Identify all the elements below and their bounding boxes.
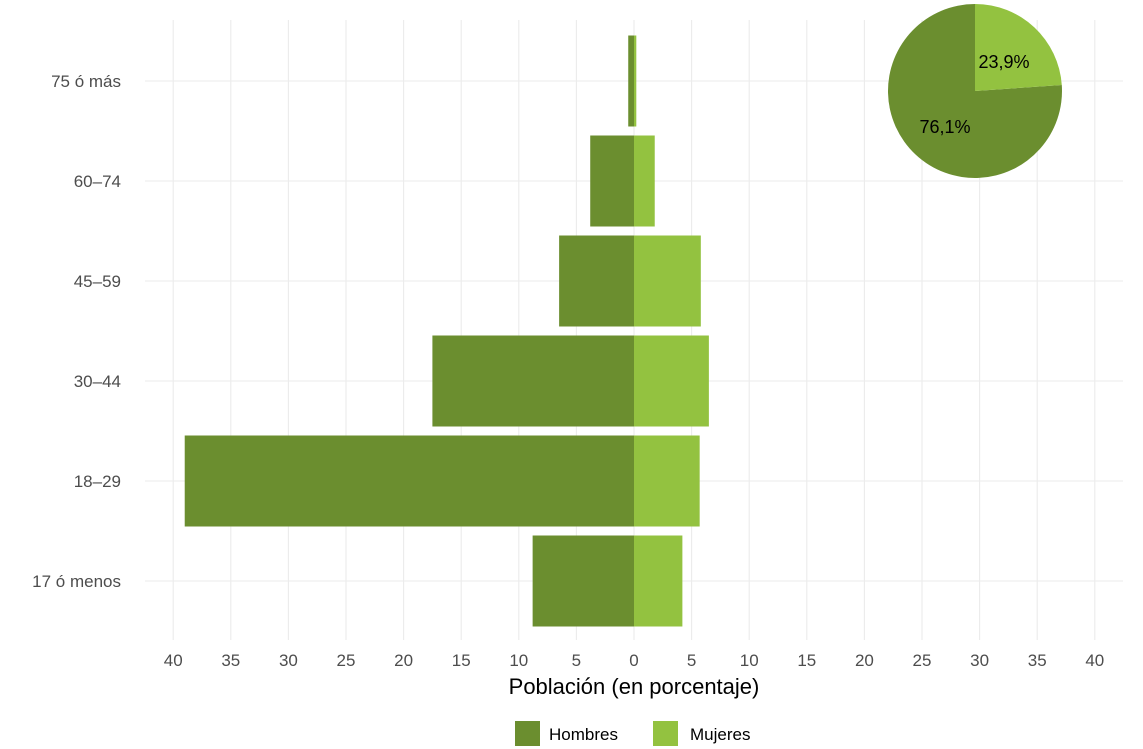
pie-label-hombres: 76,1%: [919, 117, 970, 137]
bar-mujeres: [634, 235, 701, 327]
y-tick-label: 60–74: [74, 172, 121, 191]
x-tick-label: 35: [221, 651, 240, 670]
x-tick-label: 5: [572, 651, 581, 670]
y-tick-label: 30–44: [74, 372, 121, 391]
y-tick-label: 18–29: [74, 472, 121, 491]
x-tick-label: 10: [740, 651, 759, 670]
pie-slice-hombres: [887, 4, 1062, 178]
legend-label-mujeres: Mujeres: [690, 725, 750, 744]
bar-hombres: [532, 535, 634, 627]
x-tick-label: 15: [797, 651, 816, 670]
y-axis-tick-labels: 17 ó menos 18–29 30–44 45–59 60–74 75 ó más: [32, 72, 121, 591]
bar-mujeres: [634, 35, 637, 127]
x-tick-label: 30: [970, 651, 989, 670]
bar-mujeres: [634, 135, 655, 227]
bar-hombres: [559, 235, 634, 327]
legend-label-hombres: Hombres: [549, 725, 618, 744]
bar-hombres: [590, 135, 634, 227]
bar-hombres: [184, 435, 634, 527]
y-tick-label: 17 ó menos: [32, 572, 121, 591]
legend-swatch-mujeres: [653, 721, 678, 746]
y-tick-label: 75 ó más: [51, 72, 121, 91]
bar-hombres: [628, 35, 634, 127]
x-tick-label: 20: [855, 651, 874, 670]
bar-mujeres: [634, 335, 709, 427]
x-tick-label: 35: [1028, 651, 1047, 670]
x-tick-label: 40: [1085, 651, 1104, 670]
bar-hombres: [432, 335, 634, 427]
x-tick-label: 5: [687, 651, 696, 670]
bar-mujeres: [634, 535, 683, 627]
legend-swatch-hombres: [515, 721, 540, 746]
x-axis-title: Población (en porcentaje): [509, 674, 760, 699]
x-tick-label: 0: [629, 651, 638, 670]
x-axis-tick-labels: 40 35 30 25 20 15 10 5 0 5 10 15 20 25 30 35 40: [164, 651, 1105, 670]
x-tick-label: 25: [913, 651, 932, 670]
bar-marks: [184, 35, 709, 627]
legend: Hombres Mujeres: [515, 721, 750, 746]
pie-label-mujeres: 23,9%: [978, 52, 1029, 72]
gender-pie-chart: 23,9% 76,1%: [887, 4, 1062, 178]
x-tick-label: 30: [279, 651, 298, 670]
bar-mujeres: [634, 435, 700, 527]
x-tick-label: 20: [394, 651, 413, 670]
x-tick-label: 25: [337, 651, 356, 670]
x-tick-label: 15: [452, 651, 471, 670]
x-tick-label: 40: [164, 651, 183, 670]
pie-slice-mujeres: [975, 4, 1062, 91]
y-tick-label: 45–59: [74, 272, 121, 291]
x-tick-label: 10: [509, 651, 528, 670]
